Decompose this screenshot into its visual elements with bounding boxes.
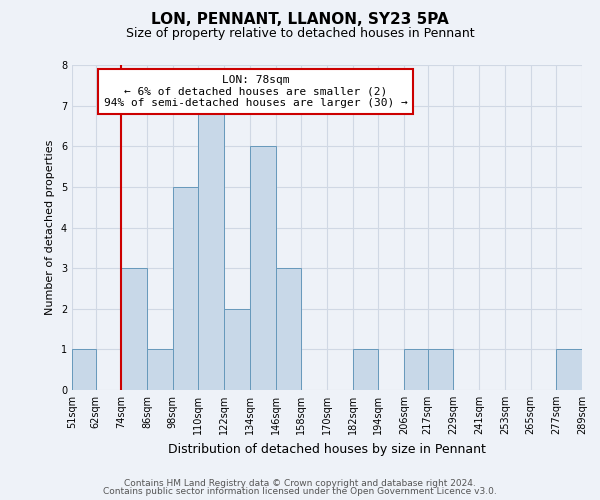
Bar	[72, 350, 95, 390]
Y-axis label: Number of detached properties: Number of detached properties	[46, 140, 55, 315]
Text: LON, PENNANT, LLANON, SY23 5PA: LON, PENNANT, LLANON, SY23 5PA	[151, 12, 449, 28]
Bar	[199, 106, 224, 390]
Text: Size of property relative to detached houses in Pennant: Size of property relative to detached ho…	[125, 28, 475, 40]
Bar	[173, 187, 199, 390]
Text: Contains HM Land Registry data © Crown copyright and database right 2024.: Contains HM Land Registry data © Crown c…	[124, 478, 476, 488]
Bar	[121, 268, 147, 390]
Bar	[224, 308, 250, 390]
Bar	[556, 350, 582, 390]
Bar	[353, 350, 379, 390]
X-axis label: Distribution of detached houses by size in Pennant: Distribution of detached houses by size …	[168, 442, 486, 456]
Text: LON: 78sqm
← 6% of detached houses are smaller (2)
94% of semi-detached houses a: LON: 78sqm ← 6% of detached houses are s…	[104, 74, 407, 108]
Bar	[147, 350, 173, 390]
Bar	[404, 350, 428, 390]
Bar	[275, 268, 301, 390]
Text: Contains public sector information licensed under the Open Government Licence v3: Contains public sector information licen…	[103, 487, 497, 496]
Bar	[428, 350, 454, 390]
Bar	[250, 146, 275, 390]
